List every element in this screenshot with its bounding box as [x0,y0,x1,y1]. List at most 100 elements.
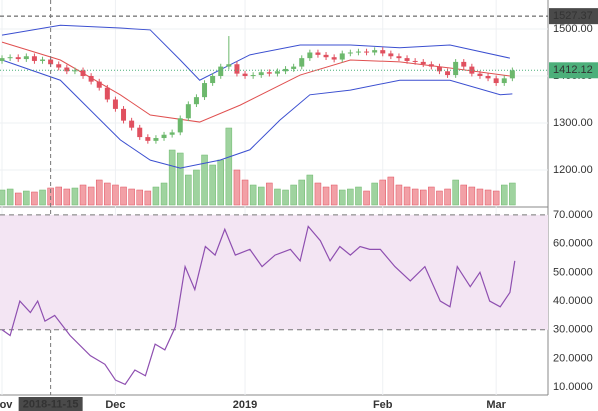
volume-bar [371,182,378,206]
candle-body [161,134,167,139]
x-tick-label: 2019 [233,399,257,411]
volume-bar [282,189,289,206]
candle-body [23,56,29,60]
x-tick-label: Mar [486,399,506,411]
candle-body [274,71,280,74]
volume-bar [152,186,160,206]
volume-bar [476,188,484,206]
candle-body [153,138,159,141]
volume-bar [411,188,419,206]
y-tick-label: 70.0000 [553,209,593,221]
candle-body [145,137,151,141]
volume-bar [160,182,168,206]
volume-bar [322,186,330,206]
price-label: 1412.12 [553,64,593,76]
volume-bar [112,184,119,206]
candle-body [72,70,78,72]
volume-bar [468,186,476,206]
candle-body [31,56,37,61]
volume-bar [79,184,87,206]
volume-bar [387,176,395,206]
candle-body [453,61,459,76]
price-label: 1527.37 [553,10,593,22]
volume-bar [298,179,305,206]
candle-body [137,127,143,138]
candle-body [493,78,499,84]
candle-body [372,50,378,53]
y-tick-label: 60.0000 [553,238,593,250]
candle-body [299,58,305,67]
y-tick-label: 10.0000 [553,381,593,393]
candle-body [169,132,175,135]
y-tick-label: 1200.00 [553,164,593,176]
volume-bar [330,184,338,206]
candle-body [0,58,5,61]
volume-bar [31,191,38,206]
candle-body [404,58,410,61]
y-tick-label: 50.0000 [553,266,593,278]
volume-bar [95,179,103,206]
candle-body [96,81,102,88]
volume-bar [363,190,370,206]
candle-body [193,97,199,105]
candle-body [436,66,442,72]
candle-body [428,64,434,67]
volume-bar [87,186,95,206]
candle-body [323,54,329,58]
candle-body [307,52,313,59]
rsi-zone [0,214,548,330]
band-line [1,59,513,169]
candle-body [64,67,70,72]
volume-bar [249,184,257,206]
volume-bar [241,179,249,206]
volume-bar [176,152,184,206]
volume-bar [274,188,281,206]
y-tick-label: 30.0000 [553,324,593,336]
candle-body [210,75,216,84]
volume-bar [452,179,459,206]
volume-bar [355,186,362,206]
candle-body [80,70,86,76]
volume-bar [23,190,30,206]
candle-body [185,104,191,119]
price-label-box [549,62,598,79]
candle-body [364,51,370,53]
candle-body [412,60,418,62]
candle-body [355,51,361,53]
candle-body [234,64,240,74]
volume-bar [120,186,127,206]
candle-body [291,66,297,69]
candle-body [242,73,248,76]
crosshair-label: 2018-11-15 [23,398,79,410]
volume-bar [314,182,322,206]
candle-body [420,61,426,65]
candle-body [202,83,208,98]
volume-bar [71,187,79,206]
volume-bar [6,188,14,206]
volume-bar [201,154,208,206]
candle-body [177,118,183,133]
volume-bar [290,184,297,206]
volume-bar [128,188,135,206]
candle-body [40,59,46,61]
candle-body [266,72,272,74]
volume-bar [501,184,508,206]
y-tick-label: 20.0000 [553,352,593,364]
candle-body [218,66,224,76]
volume-bar [420,189,427,206]
candle-body [129,120,135,128]
volume-bar [217,159,224,206]
candle-body [226,64,232,67]
volume-bar [185,174,192,206]
y-tick-label: 40.0000 [553,295,593,307]
candle-body [258,72,264,76]
volume-bar [379,179,386,206]
candle-body [315,52,321,55]
volume-bar [104,182,111,206]
candle-body [501,78,507,84]
volume-bar [233,169,241,206]
volume-bar [403,186,411,206]
candle-body [56,64,62,68]
